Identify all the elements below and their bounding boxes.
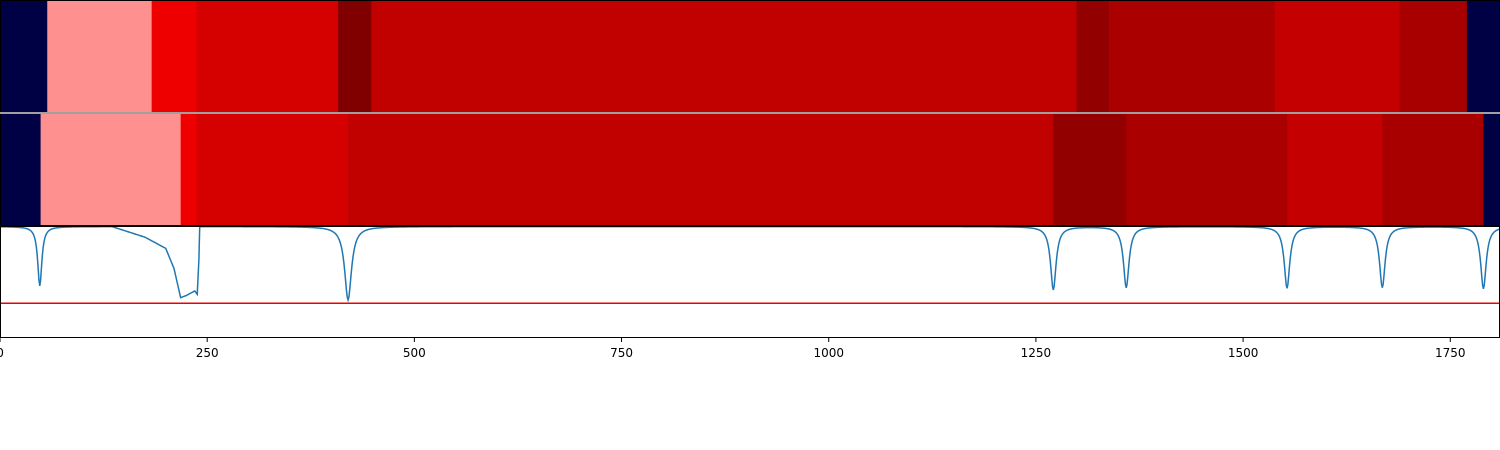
heatmap-bottom-segment-8 [1382, 113, 1485, 226]
heatmap-top-segment-6 [1076, 0, 1110, 113]
x-tick-label-1750: 1750 [1435, 346, 1466, 360]
x-tick-label-1250: 1250 [1021, 346, 1052, 360]
heatmap-bottom-segment-6 [1126, 113, 1288, 226]
heatmap-top-segment-0 [0, 0, 48, 113]
line-panel-background [0, 226, 1500, 338]
heatmap-top [0, 0, 1500, 113]
heatmap-top-segment-10 [1466, 0, 1500, 113]
heatmap-top-segment-9 [1399, 0, 1468, 113]
heatmap-bottom [0, 113, 1500, 226]
heatmap-bottom-segment-9 [1483, 113, 1500, 226]
x-axis: 0 250 500 750 1000 1250 1500 1750 [0, 338, 1466, 360]
x-tick-label-250: 250 [196, 346, 219, 360]
x-tick-label-0: 0 [0, 346, 4, 360]
x-tick-label-750: 750 [610, 346, 633, 360]
x-tick-label-500: 500 [403, 346, 426, 360]
heatmap-top-segment-3 [196, 0, 339, 113]
heatmap-top-segment-8 [1274, 0, 1401, 113]
heatmap-bottom-segment-1 [40, 113, 182, 226]
heatmap-top-segment-1 [47, 0, 153, 113]
heatmap-top-segment-7 [1108, 0, 1276, 113]
line-panel [0, 225, 1500, 338]
heatmap-bottom-segment-2 [180, 113, 198, 226]
heatmap-bottom-segment-4 [348, 113, 1054, 226]
heatmap-bottom-segment-7 [1287, 113, 1383, 226]
x-tick-label-1000: 1000 [813, 346, 844, 360]
heatmap-top-segment-5 [371, 0, 1078, 113]
x-tick-label-1500: 1500 [1228, 346, 1259, 360]
heatmap-bottom-segment-5 [1053, 113, 1127, 226]
heatmap-bottom-segment-0 [0, 113, 42, 226]
heatmap-top-segment-4 [338, 0, 372, 113]
heatmap-bottom-segment-3 [196, 113, 349, 226]
heatmap-top-segment-2 [151, 0, 198, 113]
